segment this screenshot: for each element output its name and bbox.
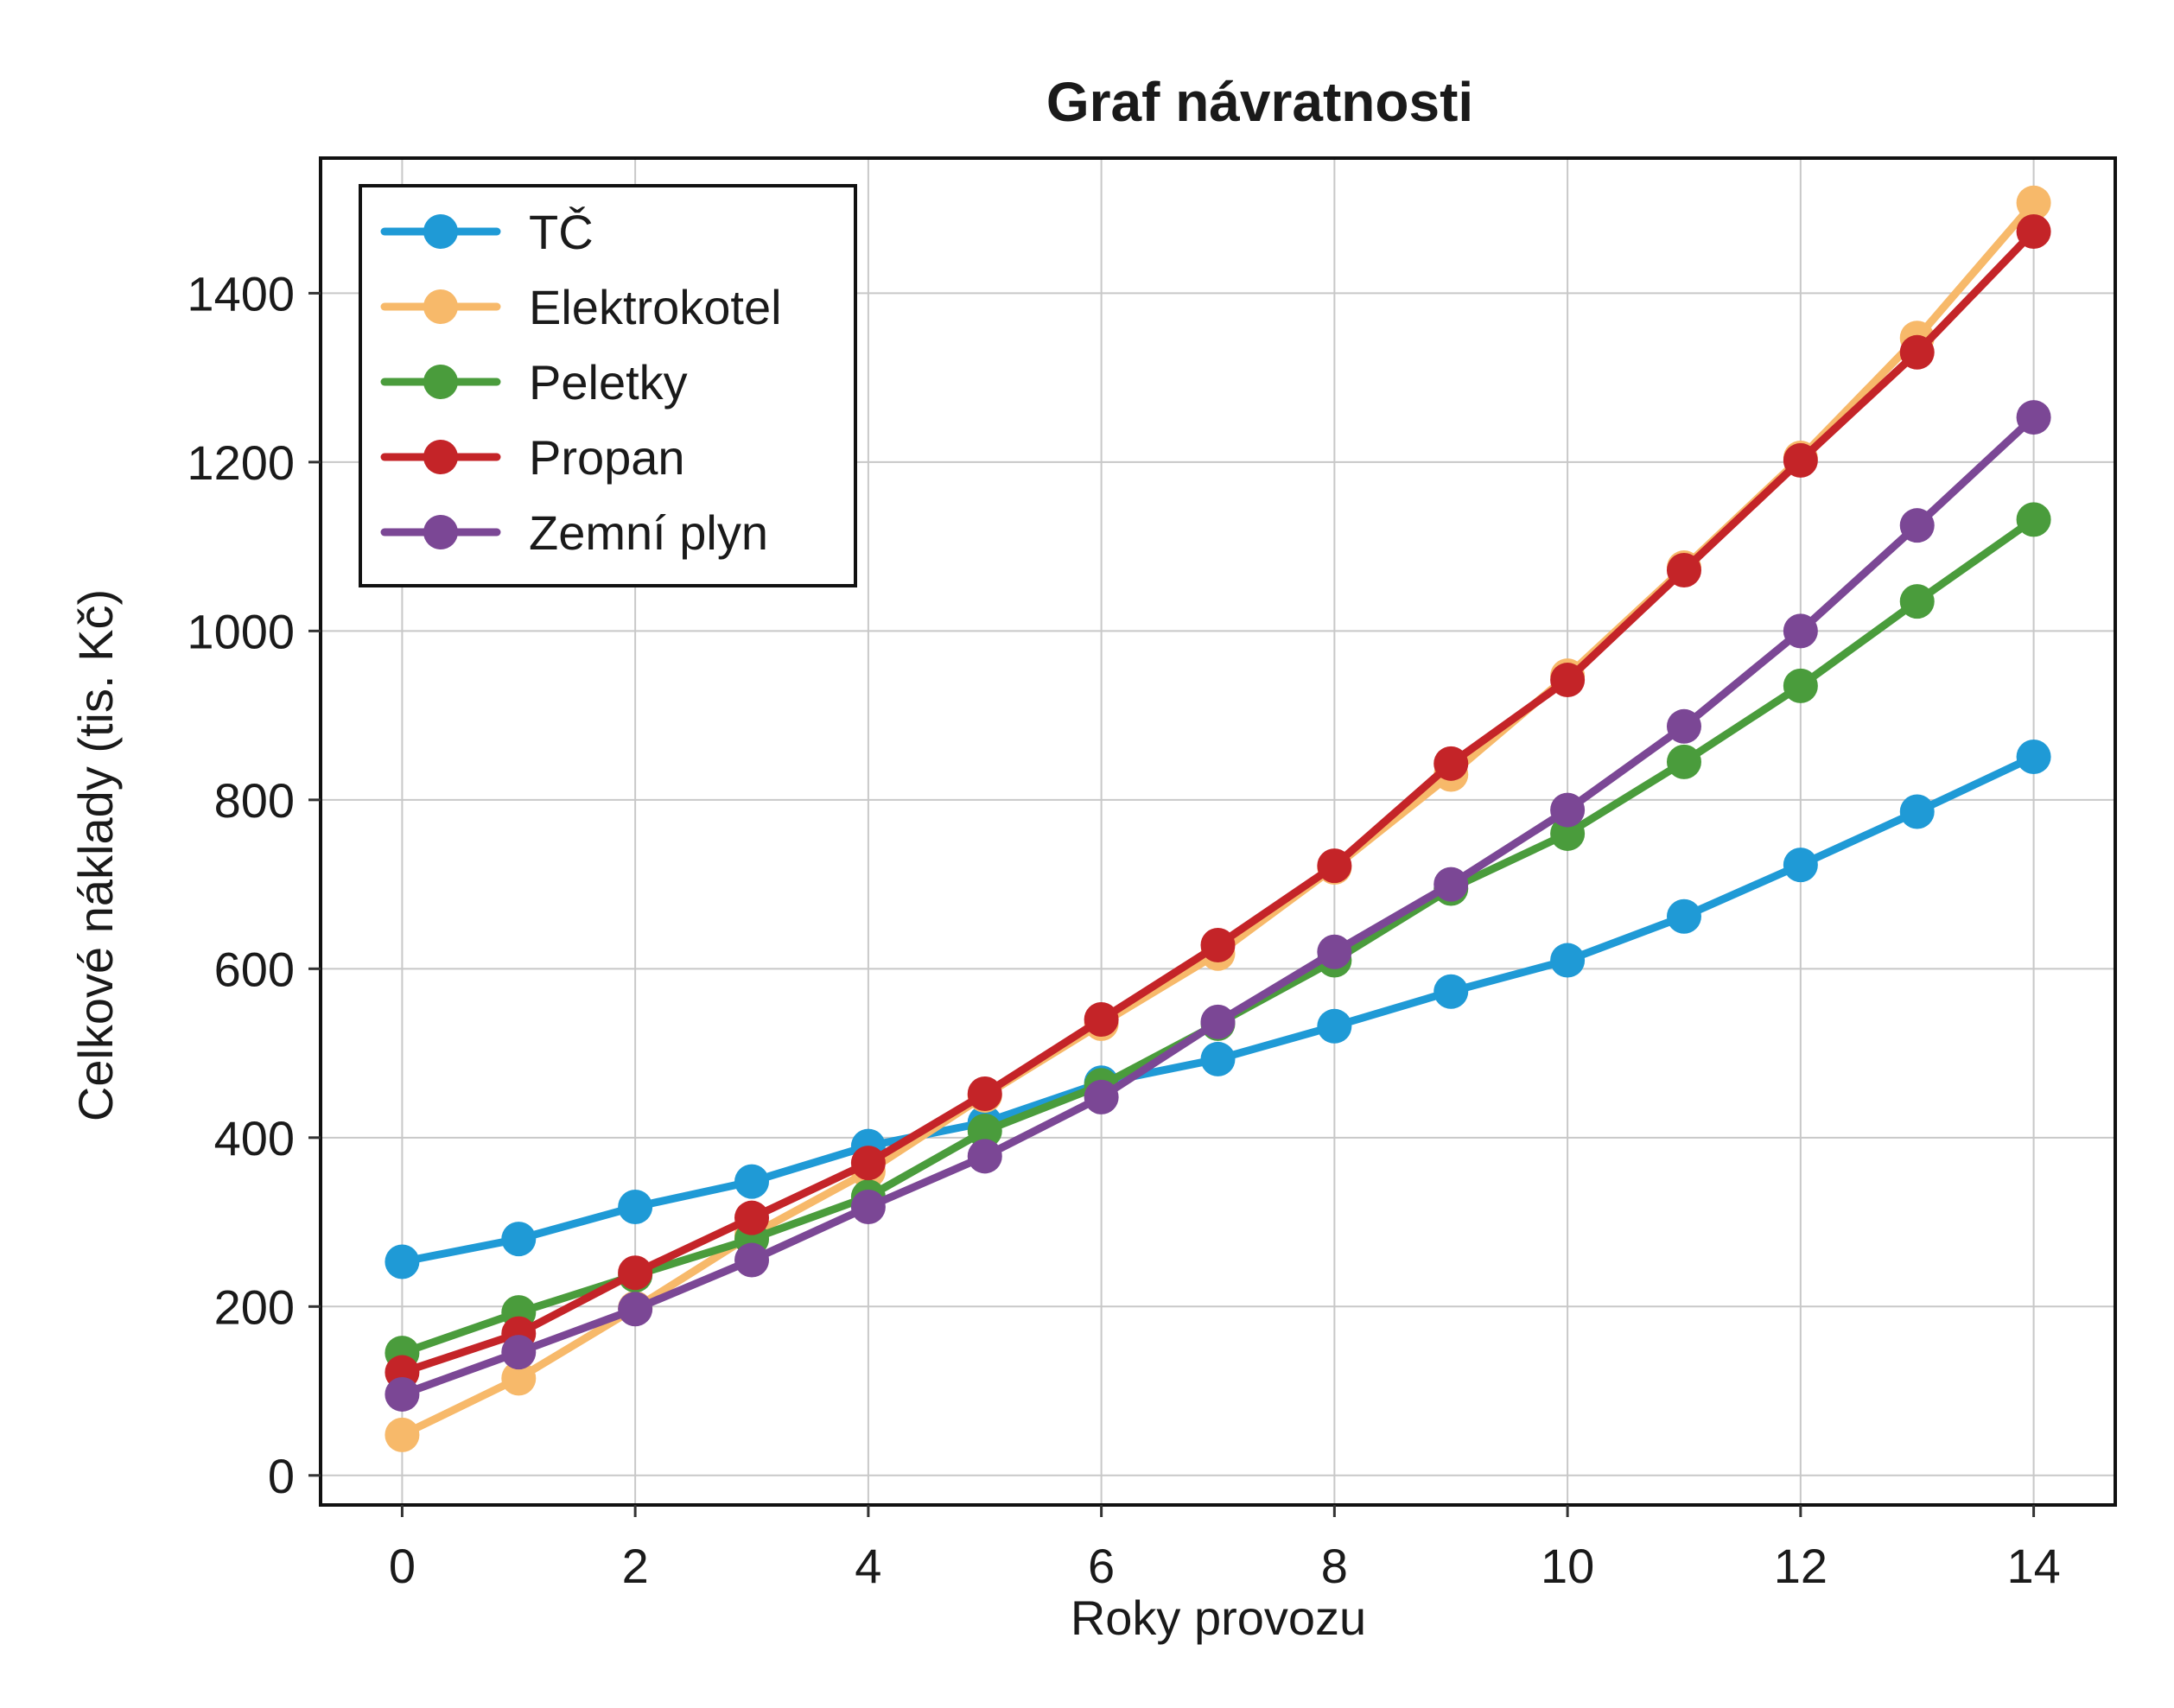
y-tick-label: 600: [214, 942, 295, 996]
data-point: [385, 1417, 420, 1452]
legend-item: Peletky: [380, 355, 688, 410]
series-layer: [385, 185, 2051, 1452]
data-point: [1200, 1041, 1236, 1076]
series-4: [385, 400, 2051, 1412]
data-point: [967, 1113, 1002, 1148]
data-point: [850, 1189, 886, 1224]
y-tick-label: 1400: [187, 266, 295, 321]
data-point: [1317, 934, 1352, 969]
x-tick-label: 4: [855, 1539, 881, 1593]
data-point: [1433, 746, 1469, 781]
data-point: [618, 1255, 653, 1291]
data-point: [1899, 334, 1935, 370]
data-point: [1550, 792, 1586, 828]
legend-item: Elektrokotel: [380, 280, 782, 334]
data-point: [1899, 584, 1935, 619]
x-tick-label: 6: [1088, 1539, 1115, 1593]
legend: TČ Elektrokotel Peletky Propan Zemní plyn: [359, 184, 857, 587]
data-point: [2016, 185, 2051, 220]
legend-item: Propan: [380, 430, 685, 485]
data-point: [2016, 214, 2051, 250]
legend-swatch-marker: [423, 365, 458, 399]
legend-label: Peletky: [529, 355, 688, 410]
data-point: [1200, 927, 1236, 962]
y-tick-label: 1200: [187, 435, 295, 490]
data-point: [618, 1189, 653, 1224]
data-point: [1084, 1079, 1119, 1114]
data-point: [1899, 508, 1935, 543]
data-point: [1783, 668, 1818, 703]
data-point: [967, 1076, 1002, 1111]
x-tick-label: 8: [1321, 1539, 1348, 1593]
legend-swatch-marker: [423, 515, 458, 549]
data-point: [1899, 794, 1935, 829]
data-point: [501, 1222, 537, 1257]
legend-swatch-marker: [423, 289, 458, 324]
data-point: [501, 1361, 537, 1396]
data-point: [1550, 816, 1586, 851]
data-point: [1317, 848, 1352, 884]
data-point: [1317, 1008, 1352, 1044]
data-point: [850, 1146, 886, 1181]
data-point: [1666, 898, 1701, 934]
data-point: [734, 1164, 770, 1199]
chart-title: Graf návratnosti: [1046, 71, 1473, 133]
y-tick-label: 800: [214, 773, 295, 828]
data-point: [618, 1292, 653, 1327]
data-point: [1666, 552, 1701, 587]
plot-frame: [319, 156, 2117, 1507]
y-axis-label: Celkové náklady (tis. Kč): [68, 589, 123, 1121]
legend-label: TČ: [529, 205, 594, 259]
data-point: [1783, 613, 1818, 649]
legend-label: Propan: [529, 430, 685, 485]
legend-item: TČ: [380, 205, 594, 259]
data-point: [385, 1244, 420, 1279]
legend-swatch-marker: [423, 214, 458, 249]
x-tick-label: 10: [1541, 1539, 1594, 1593]
data-point: [1666, 708, 1701, 744]
y-tick-label: 1000: [187, 604, 295, 658]
y-tick-label: 400: [214, 1111, 295, 1165]
x-tick-label: 12: [1774, 1539, 1828, 1593]
data-point: [1433, 974, 1469, 1009]
data-point: [1783, 442, 1818, 478]
x-tick-label: 0: [389, 1539, 416, 1593]
data-point: [734, 1200, 770, 1235]
legend-label: Zemní plyn: [529, 505, 768, 560]
legend-item: Zemní plyn: [380, 505, 768, 560]
x-tick-label: 14: [2006, 1539, 2060, 1593]
data-point: [1550, 943, 1586, 978]
data-point: [2016, 739, 2051, 774]
data-point: [734, 1242, 770, 1278]
data-point: [1666, 744, 1701, 779]
x-tick-label: 2: [622, 1539, 649, 1593]
series-3: [385, 214, 2051, 1390]
data-point: [1783, 848, 1818, 883]
y-tick-label: 200: [214, 1279, 295, 1334]
data-point: [1433, 867, 1469, 902]
data-point: [2016, 502, 2051, 537]
data-point: [1200, 1004, 1236, 1039]
legend-swatch-marker: [423, 440, 458, 474]
data-point: [2016, 400, 2051, 435]
data-point: [1550, 663, 1586, 698]
data-point: [501, 1335, 537, 1370]
legend-label: Elektrokotel: [529, 280, 782, 334]
axis-ticks: 0 2 4 6 8 10 12 14 0 200 400 600 800 1000 1200 1400: [187, 266, 2060, 1593]
data-point: [967, 1139, 1002, 1174]
data-point: [1084, 1001, 1119, 1037]
x-axis-label: Roky provozu: [1071, 1591, 1366, 1645]
series-0: [385, 739, 2051, 1279]
y-tick-label: 0: [268, 1449, 295, 1503]
data-point: [385, 1376, 420, 1412]
